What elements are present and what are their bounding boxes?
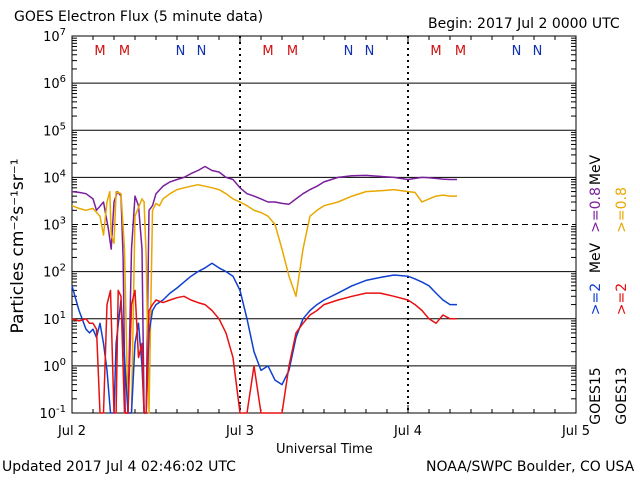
updated-timestamp: Updated 2017 Jul 4 02:46:02 UTC (2, 459, 236, 475)
y-tick-label: 104 (43, 168, 66, 186)
marker-M: M (94, 44, 105, 59)
y-tick-label: 102 (43, 263, 66, 281)
y-tick-label: 106 (43, 74, 66, 92)
y-tick-label: 105 (43, 121, 66, 139)
y-tick-label: 100 (43, 357, 66, 375)
marker-M: M (119, 44, 130, 59)
marker-M: M (430, 44, 441, 59)
marker-N: N (176, 44, 186, 59)
marker-N: N (197, 44, 207, 59)
marker-M: M (455, 44, 466, 59)
chart-title: GOES Electron Flux (5 minute data) (14, 9, 264, 25)
y-tick-label: 107 (43, 27, 66, 45)
x-axis-label: Universal Time (276, 442, 373, 457)
x-tick-label: Jul 2 (57, 424, 86, 439)
y-tick-label: 10-1 (39, 404, 66, 422)
marker-N: N (533, 44, 543, 59)
series-line-goes13_ge2 (71, 289, 457, 414)
marker-M: M (287, 44, 298, 59)
marker-N: N (512, 44, 522, 59)
marker-N: N (365, 44, 375, 59)
x-tick-label: Jul 5 (561, 424, 590, 439)
credit-text: NOAA/SWPC Boulder, CO USA (426, 459, 635, 475)
y-tick-label: 103 (43, 216, 66, 234)
x-tick-label: Jul 3 (225, 424, 254, 439)
marker-M: M (262, 44, 273, 59)
x-tick-label: Jul 4 (393, 424, 422, 439)
marker-N: N (344, 44, 354, 59)
y-tick-label: 101 (43, 310, 66, 328)
series-line-goes13_ge08 (71, 183, 457, 414)
begin-time: Begin: 2017 Jul 2 0000 UTC (428, 16, 620, 32)
